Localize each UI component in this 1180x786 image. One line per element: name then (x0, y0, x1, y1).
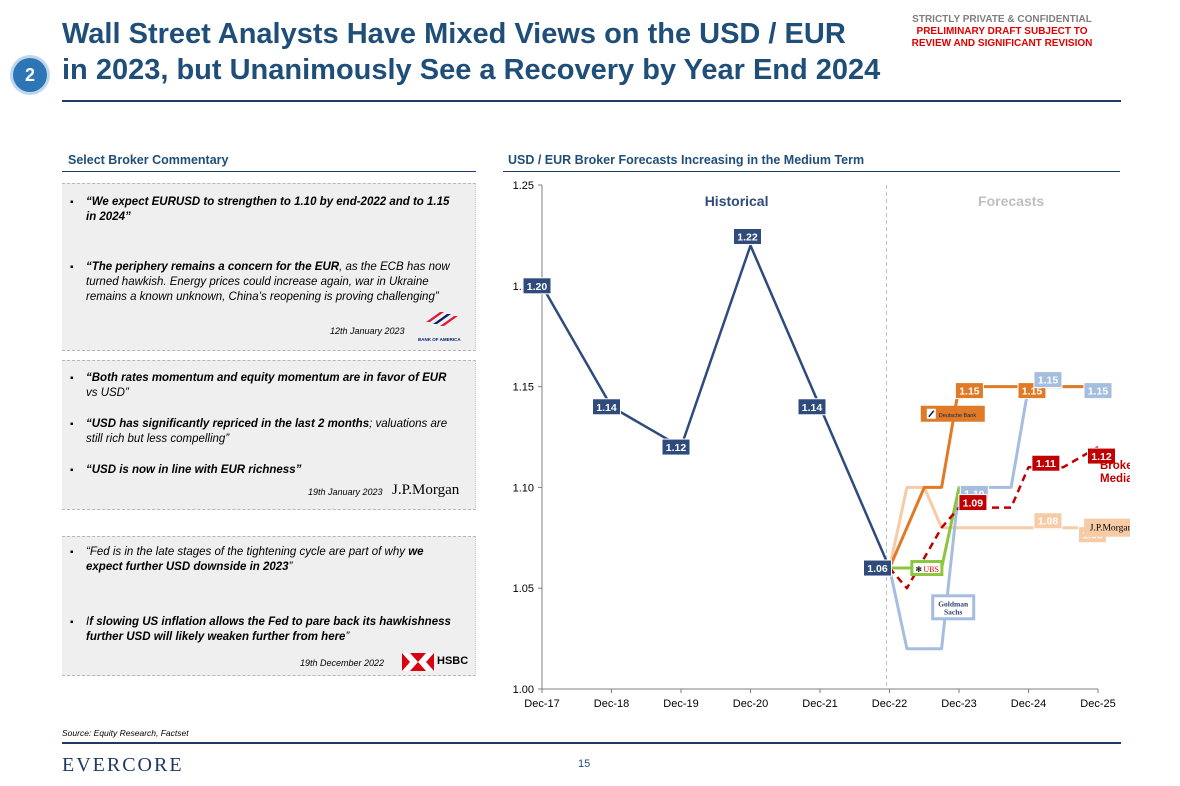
historical-region-label: Historical (705, 193, 769, 209)
gs-label-box (1033, 371, 1063, 389)
jpm-quote-3: “USD is now in line with EUR richness” (70, 463, 460, 478)
jpm-logo: J.P.Morgan (392, 482, 460, 498)
db-logo-box (920, 405, 985, 422)
evercore-logo: EVERCORE (62, 754, 184, 776)
db-logo-text: Deutsche Bank (939, 413, 977, 419)
gs-logo-text-1: Goldman (938, 599, 969, 608)
confidential-line-2: PRELIMINARY DRAFT SUBJECT TO (916, 26, 1088, 37)
series-line-historical (540, 244, 891, 569)
ubs-logo-text: UBS (923, 565, 939, 574)
chart-series (540, 244, 1099, 651)
chart-axes: 1.00 1.05 1.10 1.15 1.20 1.25 Dec-17 Dec-18 Dec-… (513, 180, 1116, 710)
y-tick-label: 1.00 (513, 684, 534, 696)
jpm-quote-1: “Both rates momentum and equity momentum… (70, 371, 460, 401)
hsbc-quote-2: If slowing US inflation allows the Fed t… (70, 615, 460, 645)
x-tick-label: Dec-22 (872, 698, 907, 710)
boa-quote-2: “The periphery remains a concern for the… (70, 260, 460, 305)
x-tick-label: Dec-17 (524, 698, 559, 710)
ubs-logo-inner (913, 563, 941, 574)
boa-flag-icon (426, 312, 458, 326)
historical-label-box (863, 559, 892, 577)
median-legend-line-1: Brokers (1100, 460, 1130, 472)
gs-logo-inner (934, 597, 973, 618)
historical-label: 1.14 (596, 402, 617, 414)
title-line-1: Wall Street Analysts Have Mixed Views on… (62, 18, 846, 50)
gs-label-box (1083, 382, 1113, 400)
gs-label: 1.15 (1038, 375, 1059, 387)
historical-label-box (522, 277, 552, 295)
jpm-label-box (1033, 512, 1063, 530)
median-label-box (1031, 454, 1061, 472)
db-logo-slash-icon (928, 410, 935, 418)
jpm-commentary-panel: “Both rates momentum and equity momentum… (62, 360, 476, 510)
usd-eur-forecast-chart: 1.00 1.05 1.10 1.15 1.20 1.25 Dec-17 Dec-18 Dec-… (513, 180, 1130, 710)
hsbc-quote-1: “Fed is in the late stages of the tighte… (70, 545, 460, 575)
boa-date: 12th January 2023 (330, 326, 405, 336)
median-label: 1.11 (1036, 458, 1056, 470)
page-number: 15 (578, 758, 591, 770)
jpm-logo-text: J.P.Morgan (1090, 524, 1130, 534)
historical-label: 1.20 (527, 281, 548, 293)
hsbc-commentary-panel: “Fed is in the late stages of the tighte… (62, 536, 476, 676)
confidential-notice: STRICTLY PRIVATE & CONFIDENTIAL PRELIMIN… (882, 14, 1122, 50)
jpm-quote-2: “USD has significantly repriced in the l… (70, 417, 460, 447)
jpm-date: 19th January 2023 (308, 487, 383, 497)
boa-quote-1: “We expect EURUSD to strengthen to 1.10 … (70, 195, 460, 225)
confidential-line-3: REVIEW AND SIGNIFICANT REVISION (911, 38, 1093, 49)
historical-label: 1.06 (867, 563, 888, 575)
historical-label: 1.14 (802, 402, 823, 414)
ubs-keys-icon: ❃ (915, 565, 922, 574)
historical-label-box (592, 398, 621, 416)
series-line-j-p-morgan (888, 485, 1098, 569)
hsbc-date: 19th December 2022 (300, 658, 385, 668)
page-title: Wall Street Analysts Have Mixed Views on… (62, 16, 922, 88)
gs-logo-text-2: Sachs (944, 607, 962, 616)
x-tick-label: Dec-25 (1080, 698, 1115, 710)
x-tick-label: Dec-24 (1011, 698, 1046, 710)
boa-commentary-panel: “We expect EURUSD to strengthen to 1.10 … (62, 183, 476, 351)
x-tick-label: Dec-20 (733, 698, 768, 710)
median-label: 1.09 (963, 498, 984, 510)
chart-data-labels: 1.201.141.121.221.141.061.151.151.101.15… (522, 227, 1116, 577)
section-number-badge: 2 (13, 58, 47, 92)
y-tick-label: 1.25 (513, 180, 534, 192)
median-label: 1.12 (1091, 451, 1112, 463)
chart-heading-underline (503, 171, 1120, 172)
x-tick-label: Dec-21 (802, 698, 837, 710)
historical-label: 1.22 (737, 231, 758, 243)
jpm-logo-box (1084, 518, 1130, 537)
y-tick-label: 1.15 (513, 382, 534, 394)
x-tick-label: Dec-19 (663, 698, 698, 710)
db-label: 1.15 (959, 386, 980, 398)
historical-label-box (661, 438, 691, 456)
source-note: Source: Equity Research, Factset (62, 728, 189, 738)
y-tick-label: 1.05 (513, 583, 534, 595)
boa-logo-text: BANK OF AMERICA (418, 337, 461, 342)
hsbc-logo-text: HSBC (437, 655, 469, 667)
historical-label-box (733, 227, 762, 245)
footer-divider (62, 742, 1121, 744)
header-divider (62, 100, 1121, 102)
db-label: 1.15 (1022, 386, 1043, 398)
x-tick-label: Dec-18 (594, 698, 629, 710)
x-tick-label: Dec-23 (941, 698, 976, 710)
db-label-box (954, 382, 984, 400)
median-label-box (958, 494, 988, 512)
jpm-label: 1.08 (1038, 516, 1059, 528)
left-section-heading: Select Broker Commentary (68, 153, 229, 167)
confidential-line-1: STRICTLY PRIVATE & CONFIDENTIAL (912, 14, 1092, 25)
hsbc-hexagon-icon (402, 653, 434, 671)
series-line-goldman-sachs (888, 385, 1098, 651)
gs-label: 1.15 (1088, 386, 1109, 398)
y-tick-label: 1.10 (513, 482, 534, 494)
median-legend-line-2: Median (1100, 473, 1130, 485)
forecasts-region-label: Forecasts (978, 193, 1044, 209)
chart-section-heading: USD / EUR Broker Forecasts Increasing in… (508, 153, 865, 167)
median-label-box (1086, 447, 1116, 465)
left-heading-underline (62, 171, 476, 172)
historical-label-box (797, 398, 827, 416)
title-line-2: in 2023, but Unanimously See a Recovery … (62, 54, 881, 86)
historical-label: 1.12 (666, 442, 687, 454)
